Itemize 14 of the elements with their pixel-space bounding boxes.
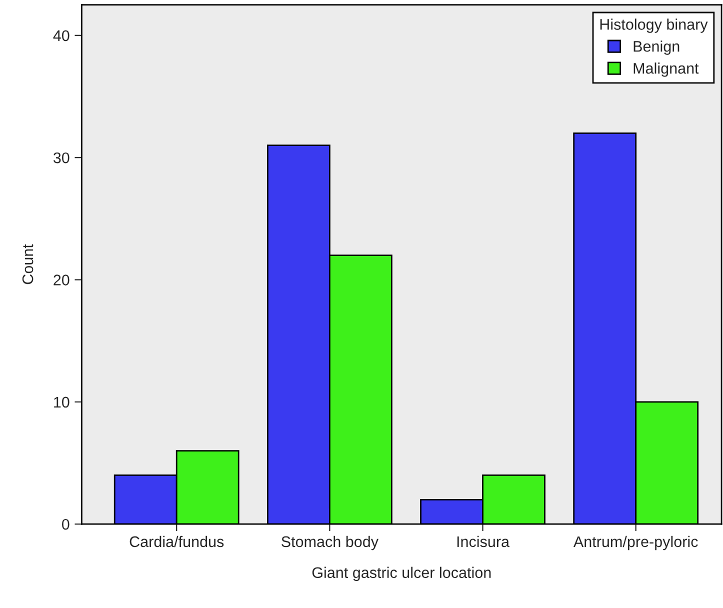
y-tick-label: 20 [54,274,70,286]
y-tick-label: 0 [62,518,70,530]
x-tick-label: Antrum/pre-pyloric [573,536,698,550]
x-tick-label: Stomach body [282,536,378,550]
legend-label: Malignant [634,62,699,77]
y-axis-title: Count [22,244,34,284]
y-tick-label: 40 [53,30,70,42]
x-tick-label: Incisura [457,536,510,548]
x-axis-title: Giant gastric ulcer location [312,566,491,582]
y-tick-label: 10 [54,396,70,408]
legend-title: Histology binary [600,18,708,33]
legend-label: Benign [634,40,680,55]
y-tick-label: 30 [53,152,70,164]
x-tick-label: Cardia/fundus [130,536,224,548]
